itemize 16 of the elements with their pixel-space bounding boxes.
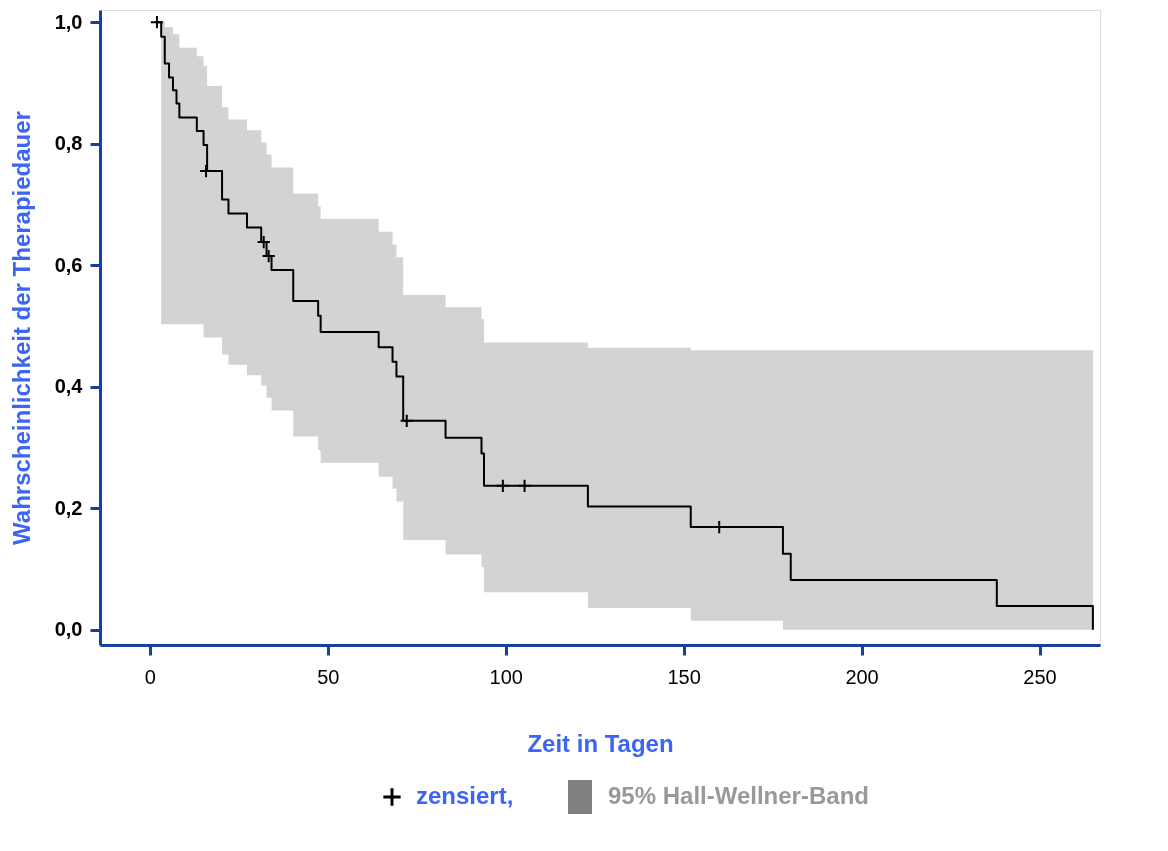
y-axis-title: Wahrscheinlichkeit der Therapiedauer xyxy=(7,111,35,545)
y-tick-label: 0,6 xyxy=(54,253,83,276)
x-tick-label: 200 xyxy=(845,665,879,688)
y-tick-label: 0,4 xyxy=(54,375,84,398)
y-tick-label: 0,2 xyxy=(54,496,83,519)
y-tick-label: 0,8 xyxy=(54,132,83,155)
text: 95% Hall-Wellner-Band xyxy=(608,782,869,809)
legend-label: zensiert, xyxy=(416,782,514,809)
x-tick-label: 0 xyxy=(144,665,156,688)
y-tick-label: 0,0 xyxy=(54,618,83,641)
x-tick-label: 150 xyxy=(667,665,701,688)
x-tick-label: 100 xyxy=(489,665,523,688)
x-tick-label: 250 xyxy=(1023,665,1057,688)
y-tick-label: 1,0 xyxy=(54,10,83,33)
x-axis-title: Zeit in Tagen xyxy=(527,729,674,757)
x-tick-label: 50 xyxy=(317,665,340,688)
